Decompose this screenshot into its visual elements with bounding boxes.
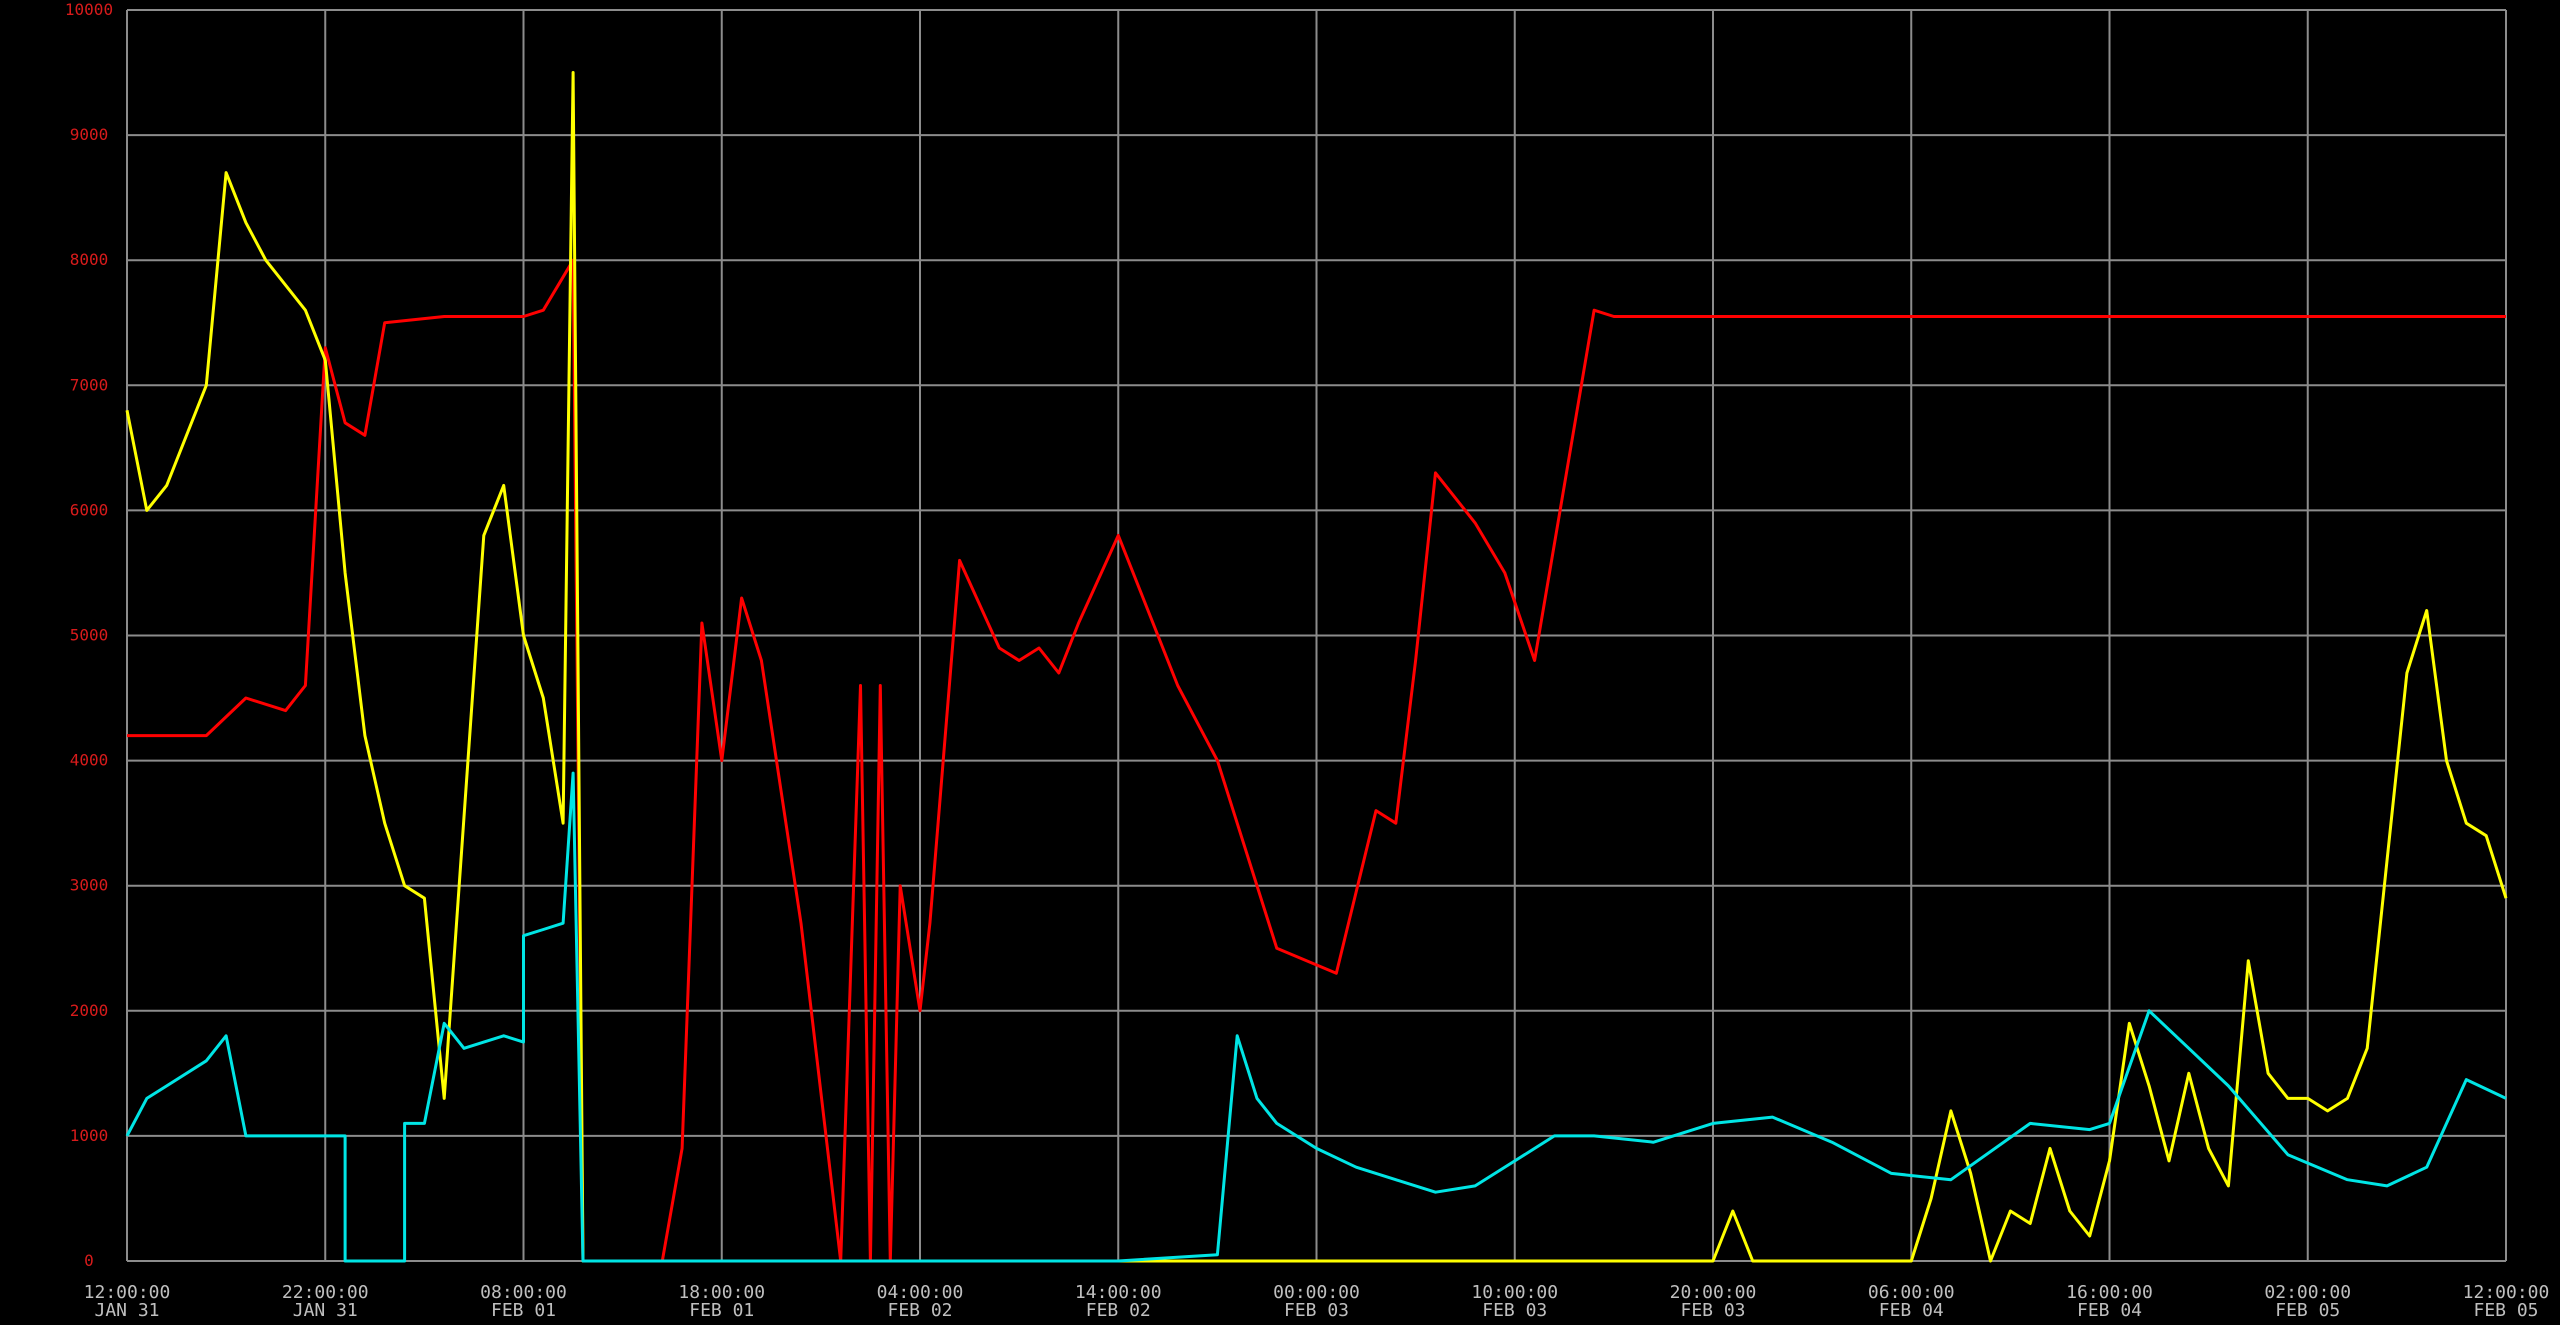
x-tick-time: 02:00:00 (2264, 1282, 2351, 1303)
y-tick-label: 2000 (70, 1001, 109, 1020)
x-tick-time: 06:00:00 (1868, 1282, 1955, 1303)
x-tick-date: FEB 01 (689, 1300, 754, 1321)
y-tick-label: 5000 (70, 626, 109, 645)
y-tick-label: 4000 (70, 751, 109, 770)
y-tick-label: 3000 (70, 876, 109, 895)
y-tick-label: 9000 (70, 125, 109, 144)
series-lines (125, 71, 2508, 1263)
y-tick-label: 8000 (70, 250, 109, 269)
x-tick-time: 20:00:00 (1670, 1282, 1757, 1303)
x-tick-time: 10:00:00 (1471, 1282, 1558, 1303)
x-tick-time: 16:00:00 (2066, 1282, 2153, 1303)
y-tick-label: 0 (84, 1251, 94, 1270)
y-tick-label: 7000 (70, 375, 109, 394)
x-tick-date: FEB 02 (887, 1300, 952, 1321)
y-tick-label: 1000 (70, 1126, 109, 1145)
y-tick-label: 10000 (65, 0, 113, 19)
x-tick-date: FEB 03 (1284, 1300, 1349, 1321)
x-tick-time: 14:00:00 (1075, 1282, 1162, 1303)
y-axis-ticks: 0 1000 2000 3000 4000 5000 6000 7000 8000 9000 100… (65, 0, 113, 1270)
series-line-2 (125, 71, 2508, 1263)
x-tick-date: FEB 04 (2077, 1300, 2142, 1321)
x-tick-time: 00:00:00 (1273, 1282, 1360, 1303)
x-tick-time: 22:00:00 (282, 1282, 369, 1303)
y-tick-label: 6000 (70, 500, 109, 519)
x-tick-date: FEB 04 (1879, 1300, 1944, 1321)
x-tick-date: JAN 31 (293, 1300, 358, 1321)
x-tick-date: FEB 01 (491, 1300, 556, 1321)
x-tick-time: 12:00:00 (84, 1282, 171, 1303)
x-tick-time: 04:00:00 (877, 1282, 964, 1303)
x-tick-time: 18:00:00 (678, 1282, 765, 1303)
x-tick-date: FEB 05 (2473, 1300, 2538, 1321)
x-tick-time: 08:00:00 (480, 1282, 567, 1303)
x-tick-time: 12:00:00 (2463, 1282, 2550, 1303)
x-tick-date: FEB 05 (2275, 1300, 2340, 1321)
x-tick-date: FEB 02 (1086, 1300, 1151, 1321)
x-tick-date: JAN 31 (94, 1300, 159, 1321)
x-tick-date: FEB 03 (1482, 1300, 1547, 1321)
series-line-1 (127, 258, 2506, 1263)
series-line-3 (125, 771, 2507, 1263)
x-tick-date: FEB 03 (1680, 1300, 1745, 1321)
